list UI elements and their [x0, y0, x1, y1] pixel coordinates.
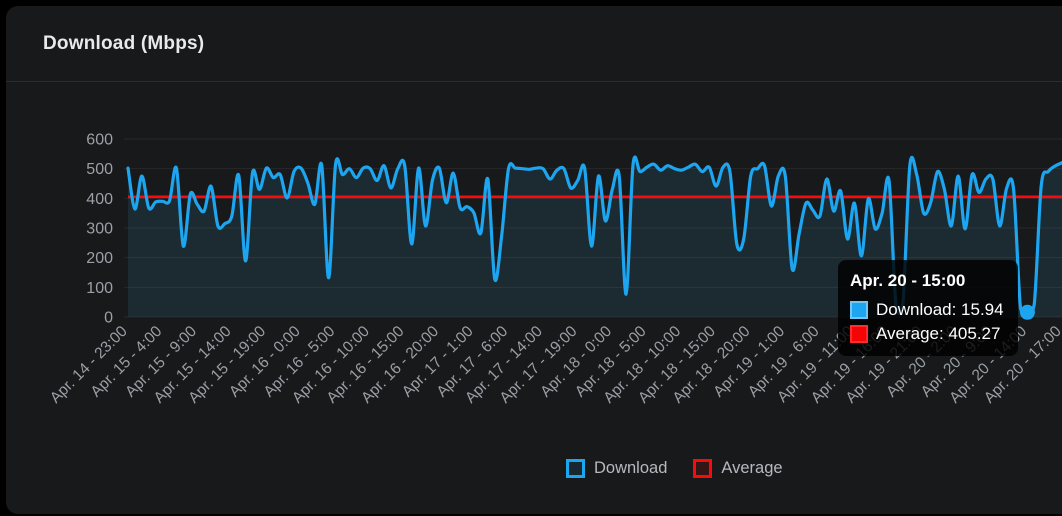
chart-tooltip: Apr. 20 - 15:00 Download: 15.94 Average:… — [838, 260, 1018, 356]
download-swatch-icon — [850, 301, 868, 319]
legend-item-average[interactable]: Average — [693, 459, 783, 478]
chart-legend: Download Average — [566, 459, 783, 478]
download-legend-swatch-icon — [566, 459, 585, 478]
tooltip-download-row: Download: 15.94 — [850, 300, 1004, 320]
y-axis-tick-label: 100 — [86, 280, 113, 297]
average-swatch-icon — [850, 325, 868, 343]
y-axis-tick-label: 0 — [104, 310, 113, 327]
card-header: Download (Mbps) — [6, 6, 1062, 82]
tooltip-average-value: Average: 405.27 — [876, 324, 1001, 343]
y-axis-tick-label: 400 — [86, 191, 113, 208]
chart-title: Download (Mbps) — [43, 32, 205, 54]
legend-label-average: Average — [721, 459, 783, 477]
tooltip-title: Apr. 20 - 15:00 — [850, 271, 966, 290]
chart-area: 0 100 200 300 400 500 600 Apr. 14 - 23:00 Apr. 1… — [6, 83, 1062, 514]
highlighted-data-point — [1019, 304, 1035, 320]
y-axis-tick-label: 300 — [86, 221, 113, 238]
tooltip-download-value: Download: 15.94 — [876, 300, 1004, 319]
y-axis-tick-label: 500 — [86, 161, 113, 178]
y-axis-tick-label: 600 — [86, 132, 113, 149]
average-legend-swatch-icon — [693, 459, 713, 478]
legend-label-download: Download — [594, 459, 668, 477]
legend-item-download[interactable]: Download — [566, 459, 667, 478]
y-axis-tick-label: 200 — [86, 250, 113, 267]
tooltip-average-row: Average: 405.27 — [850, 324, 1004, 344]
download-chart-card: Download (Mbps) 0 100 200 300 400 500 600 Apr. … — [6, 6, 1062, 514]
